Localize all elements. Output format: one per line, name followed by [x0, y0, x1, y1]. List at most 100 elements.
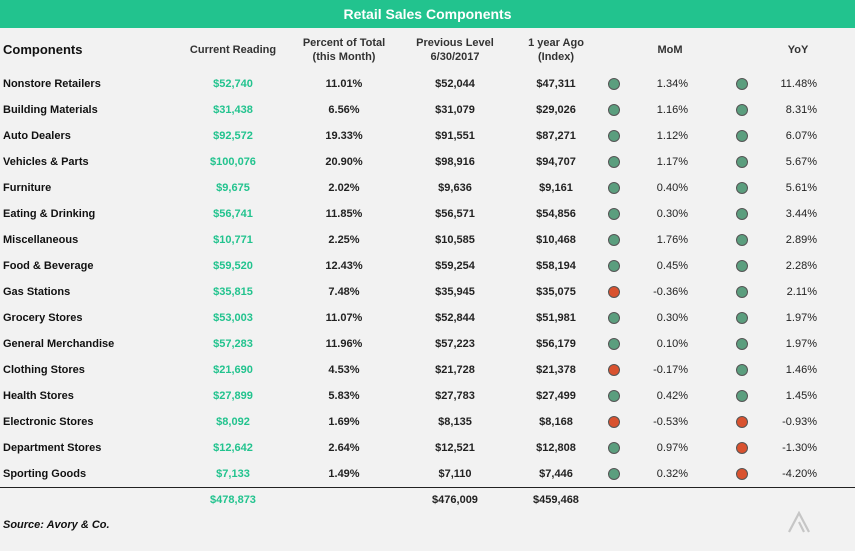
current-reading: $53,003 [213, 312, 253, 324]
current-reading: $92,572 [213, 130, 253, 142]
previous-level: $59,254 [435, 260, 475, 272]
table-body: Nonstore Retailers $52,740 11.01% $52,044 $4… [0, 71, 855, 487]
previous-level: $35,945 [435, 286, 475, 298]
table-row: Miscellaneous $10,771 2.25% $10,585 $10,468 1… [0, 227, 855, 253]
mom-status-indicator [608, 104, 620, 116]
component-name: Building Materials [3, 104, 98, 116]
header-percent-line1: Percent of Total [302, 37, 386, 49]
mom-value: 0.30% [656, 312, 688, 324]
yoy-status-indicator [736, 130, 748, 142]
header-percent-of-total: Percent of Total (this Month) [294, 36, 394, 64]
current-reading: $100,076 [210, 156, 256, 168]
table-row: Sporting Goods $7,133 1.49% $7,110 $7,446 0.3… [0, 461, 855, 487]
mom-status-indicator [608, 442, 620, 454]
yoy-status-indicator [736, 286, 748, 298]
yoy-value: 5.67% [785, 156, 817, 168]
component-name: Food & Beverage [3, 260, 94, 272]
year-ago-value: $8,168 [539, 416, 573, 428]
year-ago-value: $56,179 [536, 338, 576, 350]
yoy-status-indicator [736, 416, 748, 428]
previous-level: $21,728 [435, 364, 475, 376]
component-name: Health Stores [3, 390, 74, 402]
percent-of-total: 20.90% [325, 156, 363, 168]
year-ago-value: $21,378 [536, 364, 576, 376]
mom-value: 0.42% [656, 390, 688, 402]
yoy-value: -0.93% [782, 416, 817, 428]
yoy-status-indicator [736, 468, 748, 480]
totals-divider [0, 487, 855, 488]
table-row: General Merchandise $57,283 11.96% $57,223 $… [0, 331, 855, 357]
header-previous-level: Previous Level 6/30/2017 [400, 36, 510, 64]
previous-level: $52,044 [435, 78, 475, 90]
yoy-value: -4.20% [782, 468, 817, 480]
percent-of-total: 11.01% [325, 78, 363, 90]
table-title: Retail Sales Components [0, 0, 855, 28]
mom-value: -0.53% [653, 416, 688, 428]
header-previous-line1: Previous Level [416, 37, 494, 49]
yoy-value: 1.46% [785, 364, 817, 376]
total-current-reading: $478,873 [210, 494, 256, 506]
year-ago-value: $7,446 [539, 468, 573, 480]
header-mom: MoM [657, 44, 683, 56]
percent-of-total: 11.07% [325, 312, 363, 324]
yoy-status-indicator [736, 156, 748, 168]
percent-of-total: 4.53% [328, 364, 360, 376]
header-year-ago-line2: (Index) [537, 51, 575, 63]
yoy-status-indicator [736, 390, 748, 402]
mom-status-indicator [608, 182, 620, 194]
table-row: Nonstore Retailers $52,740 11.01% $52,044 $4… [0, 71, 855, 97]
previous-level: $8,135 [438, 416, 472, 428]
table-row: Vehicles & Parts $100,076 20.90% $98,916 $94… [0, 149, 855, 175]
mom-value: 1.17% [656, 156, 688, 168]
year-ago-value: $29,026 [536, 104, 576, 116]
percent-of-total: 5.83% [328, 390, 360, 402]
mom-status-indicator [608, 208, 620, 220]
percent-of-total: 7.48% [328, 286, 360, 298]
previous-level: $12,521 [435, 442, 475, 454]
yoy-value: 8.31% [785, 104, 817, 116]
yoy-status-indicator [736, 208, 748, 220]
mom-value: -0.17% [653, 364, 688, 376]
mom-value: 0.40% [656, 182, 688, 194]
year-ago-value: $54,856 [536, 208, 576, 220]
table-row: Furniture $9,675 2.02% $9,636 $9,161 0.40% 5.6… [0, 175, 855, 201]
year-ago-value: $47,311 [536, 78, 576, 90]
previous-level: $57,223 [435, 338, 475, 350]
year-ago-value: $94,707 [536, 156, 576, 168]
current-reading: $56,741 [213, 208, 253, 220]
yoy-value: 3.44% [785, 208, 817, 220]
component-name: Sporting Goods [3, 468, 87, 480]
yoy-value: 1.97% [785, 312, 817, 324]
mom-value: -0.36% [653, 286, 688, 298]
current-reading: $31,438 [213, 104, 253, 116]
yoy-value: 1.97% [785, 338, 817, 350]
table-row: Department Stores $12,642 2.64% $12,521 $12,… [0, 435, 855, 461]
percent-of-total: 19.33% [325, 130, 363, 142]
yoy-value: 2.89% [785, 234, 817, 246]
previous-level: $7,110 [438, 468, 472, 480]
table-header: Components Current Reading Percent of To… [0, 28, 855, 70]
yoy-status-indicator [736, 78, 748, 90]
mom-status-indicator [608, 130, 620, 142]
component-name: Eating & Drinking [3, 208, 96, 220]
year-ago-value: $12,808 [536, 442, 576, 454]
component-name: Department Stores [3, 442, 102, 454]
yoy-status-indicator [736, 104, 748, 116]
mom-status-indicator [608, 260, 620, 272]
year-ago-value: $10,468 [536, 234, 576, 246]
component-name: Grocery Stores [3, 312, 83, 324]
yoy-value: 2.28% [785, 260, 817, 272]
current-reading: $8,092 [216, 416, 250, 428]
total-year-ago: $459,468 [533, 494, 579, 506]
current-reading: $7,133 [216, 468, 250, 480]
mom-value: 0.10% [656, 338, 688, 350]
current-reading: $9,675 [216, 182, 250, 194]
percent-of-total: 12.43% [325, 260, 363, 272]
header-components: Components [3, 42, 83, 57]
table-row: Eating & Drinking $56,741 11.85% $56,571 $54… [0, 201, 855, 227]
mom-status-indicator [608, 468, 620, 480]
current-reading: $52,740 [213, 78, 253, 90]
yoy-value: 1.45% [785, 390, 817, 402]
percent-of-total: 6.56% [328, 104, 360, 116]
header-current-reading: Current Reading [189, 44, 277, 56]
